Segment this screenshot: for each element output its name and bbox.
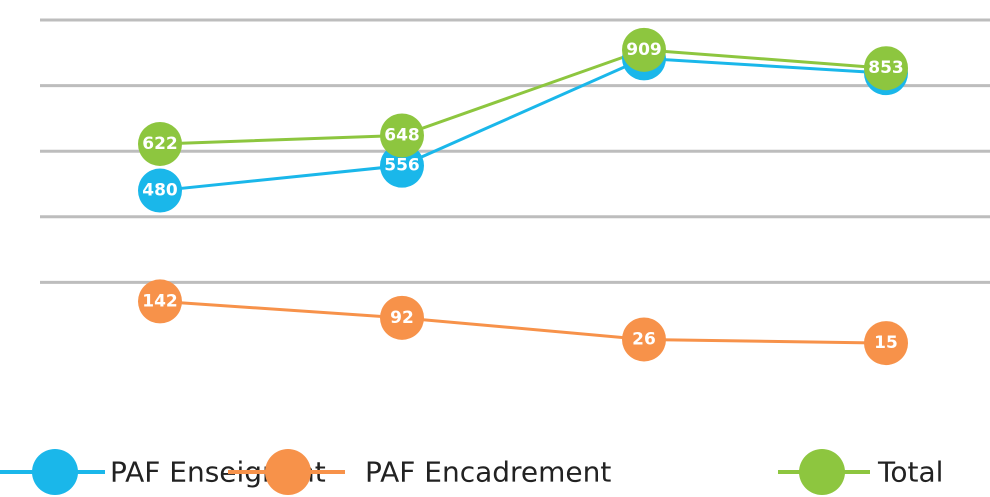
data-point — [864, 321, 908, 366]
data-label: 909 — [626, 40, 662, 60]
data-label: 142 — [142, 291, 178, 311]
data-label: 648 — [384, 125, 420, 145]
legend-marker — [265, 449, 311, 495]
series-line — [159, 56, 887, 193]
data-label: 622 — [142, 134, 178, 154]
data-point — [138, 121, 182, 166]
data-point — [380, 143, 424, 188]
data-point — [138, 279, 182, 324]
legend-marker — [799, 449, 845, 495]
data-point — [380, 113, 424, 158]
data-label: 556 — [384, 156, 420, 176]
data-point — [138, 168, 182, 213]
legend-marker — [32, 449, 78, 495]
data-point — [622, 317, 666, 362]
data-label: 853 — [868, 58, 904, 78]
data-label: 26 — [632, 329, 656, 349]
data-label: 92 — [390, 308, 414, 328]
legend-label: PAF Encadrement — [365, 456, 611, 489]
data-point — [380, 295, 424, 340]
data-label: 15 — [874, 333, 898, 353]
data-point — [622, 27, 666, 72]
legend-label: Total — [877, 456, 943, 489]
data-label: 480 — [142, 181, 178, 201]
series-line — [159, 48, 887, 146]
series-line — [159, 299, 887, 345]
data-point — [864, 46, 908, 91]
